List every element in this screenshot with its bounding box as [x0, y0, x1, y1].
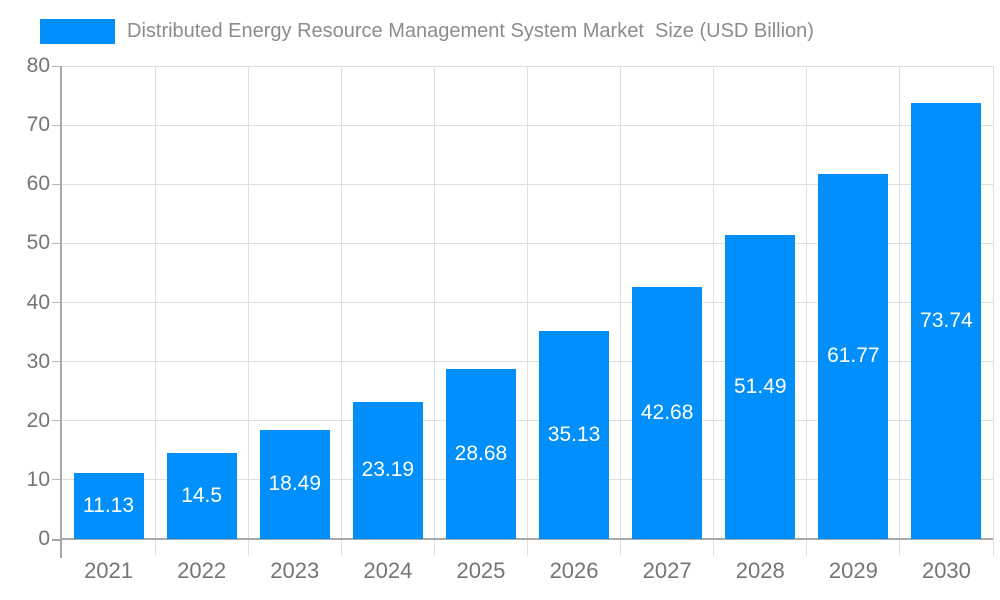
x-axis-label-2030: 2030 — [921, 558, 971, 583]
bar-2023[interactable] — [259, 429, 330, 539]
bar-value-label-2026: 35.13 — [547, 423, 601, 447]
y-axis-tick — [52, 302, 62, 303]
y-axis-tick — [52, 420, 62, 422]
legend-label: Distributed Energy Resource Management S… — [127, 20, 814, 42]
bar-value-label-2028: 51.49 — [733, 374, 787, 398]
gridline-vertical — [340, 66, 342, 539]
y-axis-label-20: 20 — [26, 408, 50, 432]
gridline-vertical — [806, 66, 808, 539]
gridline-vertical — [713, 66, 715, 539]
x-axis-tick — [899, 539, 901, 556]
y-axis-label-0: 0 — [38, 527, 50, 550]
y-axis-label-40: 40 — [26, 290, 50, 314]
gridline-vertical — [247, 66, 249, 539]
bar-value-label-2025: 28.68 — [454, 442, 508, 466]
y-axis-tick — [52, 65, 62, 67]
x-axis-label-2023: 2023 — [270, 558, 320, 583]
y-axis-tick — [52, 479, 62, 481]
bar-2030[interactable] — [911, 103, 982, 539]
bar-2026[interactable] — [539, 331, 610, 539]
gridline-vertical — [154, 66, 156, 539]
x-axis-label-2029: 2029 — [828, 558, 878, 583]
bar-value-label-2022: 14.5 — [181, 484, 223, 508]
gridline-vertical — [899, 66, 901, 539]
x-axis-label-2028: 2028 — [735, 558, 785, 583]
bar-2021[interactable] — [73, 473, 144, 539]
y-axis-label-70: 70 — [26, 113, 50, 137]
bar-2022[interactable] — [166, 453, 237, 539]
bar-value-label-2023: 18.49 — [268, 472, 322, 496]
bar-value-label-2027: 42.68 — [640, 400, 694, 424]
x-axis-tick — [247, 539, 249, 556]
y-axis-tick — [52, 183, 62, 185]
x-axis-label-2024: 2024 — [363, 558, 413, 583]
gridline-vertical — [433, 66, 435, 539]
x-axis-label-2022: 2022 — [177, 558, 227, 583]
bar-2028[interactable] — [725, 234, 796, 539]
y-axis-tick — [52, 538, 62, 541]
y-axis-label-30: 30 — [26, 349, 50, 373]
y-axis-label-10: 10 — [26, 467, 50, 491]
bar-value-label-2021: 11.13 — [83, 494, 135, 518]
y-axis-label-80: 80 — [26, 54, 50, 77]
x-axis-tick — [713, 539, 715, 556]
x-axis-tick — [433, 539, 435, 556]
x-axis-label-2027: 2027 — [642, 558, 692, 583]
gridline-vertical — [527, 66, 528, 539]
y-axis-tick — [52, 124, 62, 126]
legend[interactable]: Distributed Energy Resource Management S… — [40, 19, 814, 44]
y-axis-line — [60, 66, 62, 558]
y-axis-label-60: 60 — [26, 172, 50, 196]
bar-2027[interactable] — [632, 286, 703, 539]
y-axis-tick — [52, 242, 62, 244]
x-axis-tick — [340, 539, 342, 556]
x-axis-tick — [527, 539, 528, 556]
x-axis-line — [62, 538, 993, 540]
legend-swatch — [40, 19, 115, 44]
x-axis-label-2021: 2021 — [84, 558, 134, 583]
bar-value-label-2029: 61.77 — [827, 344, 880, 368]
x-axis-tick — [806, 539, 808, 556]
x-axis-tick — [620, 539, 622, 556]
x-axis-tick — [154, 539, 156, 556]
gridline-vertical — [992, 66, 994, 539]
x-axis-tick — [992, 539, 994, 556]
bar-value-label-2030: 73.74 — [920, 309, 973, 332]
bar-value-label-2024: 23.19 — [361, 458, 415, 482]
x-axis-label-2026: 2026 — [549, 558, 599, 583]
bar-2029[interactable] — [818, 173, 889, 539]
x-axis-label-2025: 2025 — [456, 558, 506, 583]
bar-2024[interactable] — [352, 401, 423, 539]
y-axis-tick — [52, 361, 62, 363]
bar-2025[interactable] — [445, 369, 516, 539]
gridline-vertical — [620, 66, 622, 539]
y-axis-label-50: 50 — [26, 231, 50, 255]
